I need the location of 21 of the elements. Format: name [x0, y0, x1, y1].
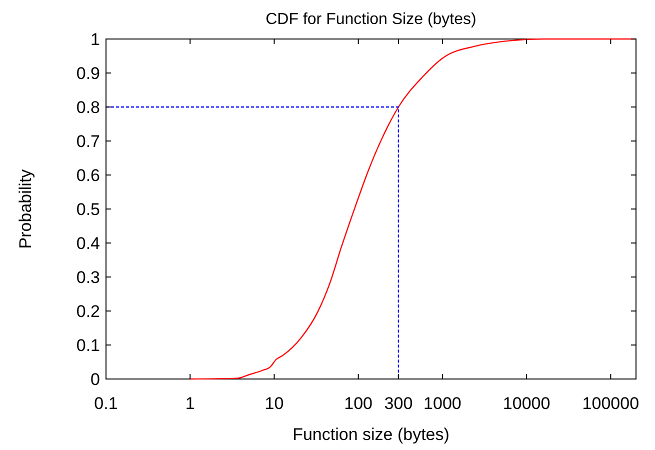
- y-tick-label: 0.6: [76, 166, 100, 185]
- y-tick-label: 0.2: [76, 302, 100, 321]
- x-tick-label: 300: [384, 394, 413, 413]
- x-tick-label: 10000: [502, 394, 550, 413]
- y-tick-label: 0.3: [76, 268, 100, 287]
- x-tick-label: 100: [344, 394, 373, 413]
- chart-title: CDF for Function Size (bytes): [266, 11, 476, 28]
- y-tick-label: 1: [90, 30, 100, 49]
- y-tick-label: 0.5: [76, 200, 100, 219]
- x-tick-label: 1000: [424, 394, 462, 413]
- y-tick-label: 0.1: [76, 336, 100, 355]
- x-tick-label: 100000: [582, 394, 640, 413]
- y-tick-label: 0.9: [76, 64, 100, 83]
- y-tick-label: 0.4: [76, 234, 100, 253]
- x-tick-label: 1: [185, 394, 195, 413]
- y-tick-label: 0.8: [76, 98, 100, 117]
- x-tick-label: 10: [264, 394, 284, 413]
- y-axis-title: Probability: [16, 168, 35, 249]
- y-tick-label: 0: [90, 370, 100, 389]
- y-tick-label: 0.7: [76, 132, 100, 151]
- x-axis-title: Function size (bytes): [292, 425, 450, 444]
